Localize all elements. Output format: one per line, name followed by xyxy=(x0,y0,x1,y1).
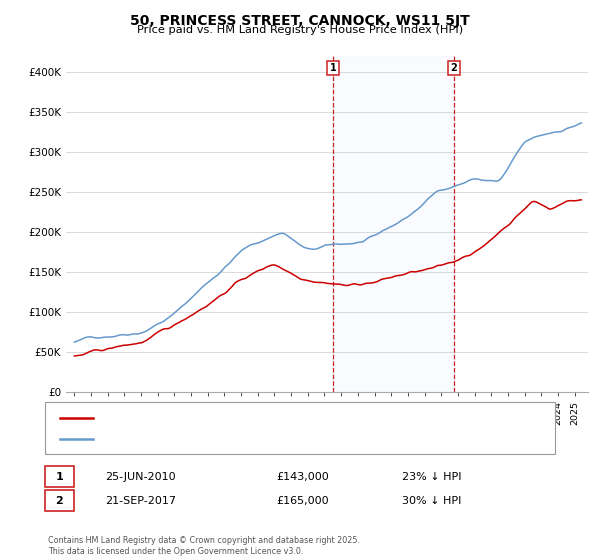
Text: 50, PRINCESS STREET, CANNOCK, WS11 5JT: 50, PRINCESS STREET, CANNOCK, WS11 5JT xyxy=(130,14,470,28)
Text: 1: 1 xyxy=(56,472,63,482)
Text: 23% ↓ HPI: 23% ↓ HPI xyxy=(402,472,461,482)
Text: £143,000: £143,000 xyxy=(276,472,329,482)
Bar xyxy=(333,56,454,392)
Text: 50, PRINCESS STREET, CANNOCK, WS11 5JT (detached house): 50, PRINCESS STREET, CANNOCK, WS11 5JT (… xyxy=(99,413,414,423)
Text: £165,000: £165,000 xyxy=(276,496,329,506)
Text: Price paid vs. HM Land Registry's House Price Index (HPI): Price paid vs. HM Land Registry's House … xyxy=(137,25,463,35)
Text: 2: 2 xyxy=(451,63,457,73)
Text: 2: 2 xyxy=(56,496,63,506)
Text: 25-JUN-2010: 25-JUN-2010 xyxy=(105,472,176,482)
Text: HPI: Average price, detached house, Cannock Chase: HPI: Average price, detached house, Cann… xyxy=(99,435,364,444)
Text: 21-SEP-2017: 21-SEP-2017 xyxy=(105,496,176,506)
Text: Contains HM Land Registry data © Crown copyright and database right 2025.
This d: Contains HM Land Registry data © Crown c… xyxy=(48,536,360,556)
Text: 1: 1 xyxy=(329,63,336,73)
Text: 30% ↓ HPI: 30% ↓ HPI xyxy=(402,496,461,506)
